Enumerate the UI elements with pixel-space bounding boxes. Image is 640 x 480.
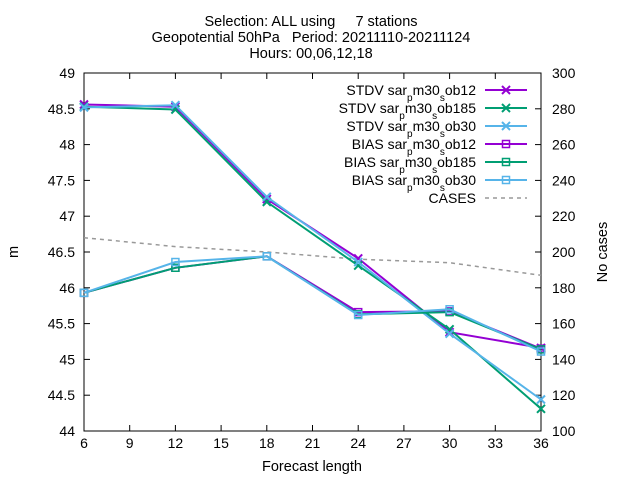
data-point <box>171 257 180 267</box>
y2-tick-label: 120 <box>552 387 576 403</box>
marker-stroke <box>79 102 89 113</box>
y2-tick-label: 280 <box>552 101 576 117</box>
marker-stroke <box>262 194 272 204</box>
legend-marker <box>501 103 511 113</box>
y2-tick-label: 180 <box>552 280 576 296</box>
legend-label: STDV sarpm30sob12 <box>346 82 476 104</box>
legend-entry-1: STDV sarpm30sob185 <box>339 100 527 122</box>
legend-marker <box>501 85 511 95</box>
data-point <box>170 100 181 110</box>
x-tick-label: 9 <box>126 435 134 451</box>
y2-tick-label: 160 <box>552 316 576 332</box>
data-point <box>536 394 546 405</box>
x-tick-label: 24 <box>350 435 366 451</box>
legend-entry-3: BIAS sarpm30sob12 <box>352 136 527 158</box>
y-tick-label: 48.5 <box>48 101 75 117</box>
x-tick-label: 27 <box>396 435 412 451</box>
x-axis-label: Forecast length <box>262 459 362 475</box>
data-point <box>353 310 363 320</box>
legend-entry-6: CASES <box>429 190 527 206</box>
legend-label: STDV sarpm30sob185 <box>339 100 477 122</box>
marker-stroke <box>536 394 546 405</box>
series-line <box>83 104 542 401</box>
data-point <box>262 192 272 202</box>
title-line-2: Geopotential 50hPa Period: 20211110-2021… <box>152 30 471 46</box>
series-5 <box>79 252 546 356</box>
y2-tick-label: 260 <box>552 137 576 153</box>
title-line-3: Hours: 00,06,12,18 <box>249 46 372 62</box>
legend-marker <box>501 175 511 185</box>
data-point <box>79 102 89 113</box>
x-tick-label: 18 <box>259 435 275 451</box>
data-point <box>79 288 89 298</box>
y2-axis-label: No cases <box>595 222 611 282</box>
y2-tick-label: 200 <box>552 244 576 260</box>
y2-tick-label: 300 <box>552 65 576 81</box>
y2-tick-label: 100 <box>552 423 576 439</box>
legend-label: STDV sarpm30sob30 <box>346 118 476 140</box>
y-tick-label: 44 <box>59 423 75 439</box>
legend-label: BIAS sarpm30sob30 <box>352 172 476 194</box>
legend-label: BIAS sarpm30sob185 <box>344 154 476 176</box>
y-tick-label: 46.5 <box>48 244 75 260</box>
x-tick-label: 33 <box>488 435 504 451</box>
series-line <box>83 255 542 353</box>
y-tick-label: 45.5 <box>48 316 75 332</box>
data-point <box>262 252 272 261</box>
data-point <box>445 305 454 314</box>
y-tick-label: 47 <box>59 208 75 224</box>
marker-stroke <box>353 257 363 267</box>
chart-title: Selection: ALL using 7 stations Geopoten… <box>152 14 471 62</box>
marker-stroke <box>79 99 89 110</box>
legend-marker <box>501 157 511 167</box>
y-axis-label: m <box>6 246 22 258</box>
legend-label: CASES <box>429 190 476 206</box>
legend-entry-2: STDV sarpm30sob30 <box>346 118 527 140</box>
marker-stroke <box>536 404 546 414</box>
data-point <box>262 194 272 204</box>
data-point <box>353 257 363 267</box>
title-line-1: Selection: ALL using 7 stations <box>204 14 417 30</box>
x-tick-label: 21 <box>305 435 321 451</box>
marker-stroke <box>501 103 511 113</box>
marker-stroke <box>501 85 511 95</box>
x-tick-label: 15 <box>213 435 229 451</box>
marker-stroke <box>262 192 272 202</box>
y2-tick-label: 140 <box>552 351 576 367</box>
legend-entry-4: BIAS sarpm30sob185 <box>344 154 527 176</box>
y-tick-label: 47.5 <box>48 172 75 188</box>
y-tick-label: 45 <box>59 351 75 367</box>
marker-stroke <box>444 328 455 339</box>
data-point <box>444 328 455 339</box>
y-tick-label: 44.5 <box>48 387 75 403</box>
data-point <box>536 404 546 414</box>
x-tick-label: 30 <box>442 435 458 451</box>
legend-entry-0: STDV sarpm30sob12 <box>346 82 527 104</box>
x-tick-label: 12 <box>168 435 184 451</box>
x-tick-label: 6 <box>80 435 88 451</box>
marker-stroke <box>444 327 455 337</box>
legend-marker <box>501 139 511 149</box>
series-line <box>83 105 542 410</box>
axes: 6 9 12 15 18 21 24 27 30 33 36 44 44.5 45 45.5 46 46.5 47… <box>48 65 576 451</box>
marker-stroke <box>170 100 181 110</box>
legend-label: BIAS sarpm30sob12 <box>352 136 476 158</box>
series-4 <box>79 252 546 354</box>
y-tick-label: 49 <box>59 65 75 81</box>
data-point <box>536 347 546 356</box>
legend-marker <box>501 121 511 131</box>
plot-area <box>79 99 546 414</box>
series-2 <box>79 100 546 405</box>
data-point <box>171 263 180 273</box>
x-tick-label: 36 <box>533 435 549 451</box>
y-tick-label: 46 <box>59 280 75 296</box>
y2-tick-label: 220 <box>552 208 576 224</box>
y-tick-label: 48 <box>59 137 75 153</box>
marker-stroke <box>501 121 511 131</box>
legend-entry-5: BIAS sarpm30sob30 <box>352 172 527 194</box>
y2-tick-label: 240 <box>552 172 576 188</box>
